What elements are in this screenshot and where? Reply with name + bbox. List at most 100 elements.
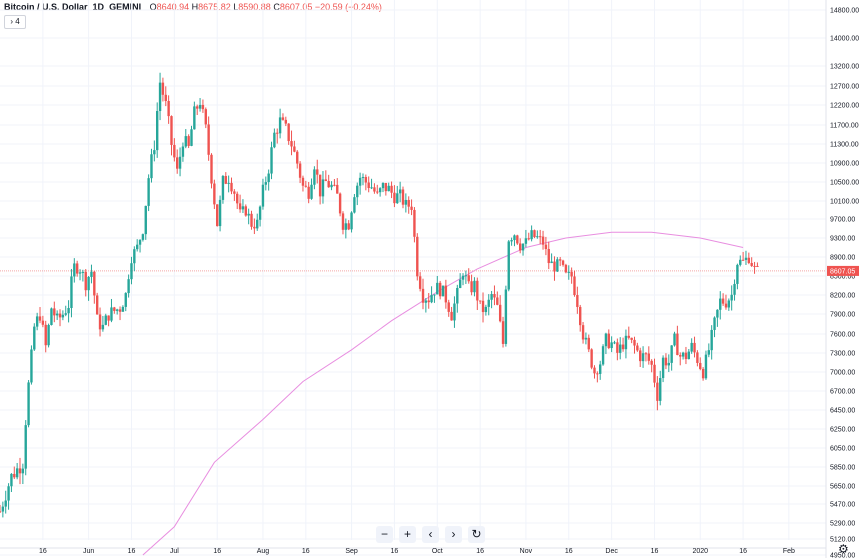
price-tick-label: 7600.00 bbox=[830, 332, 855, 339]
zoom-out-button[interactable]: − bbox=[376, 526, 393, 543]
candle bbox=[390, 181, 393, 199]
candle-body bbox=[21, 468, 25, 474]
candle bbox=[550, 253, 553, 264]
candle-body bbox=[681, 352, 685, 357]
candle-body bbox=[501, 321, 505, 344]
candle-body bbox=[338, 193, 342, 214]
candle bbox=[421, 278, 425, 310]
reset-chart-button[interactable]: ↻ bbox=[468, 526, 485, 543]
candle-body bbox=[716, 309, 719, 318]
candle bbox=[756, 262, 759, 267]
candle bbox=[558, 256, 562, 267]
price-tick-label: 8200.00 bbox=[830, 293, 855, 300]
candle-body bbox=[213, 183, 216, 205]
candle bbox=[358, 172, 362, 195]
candle-body bbox=[653, 364, 656, 383]
candle-body bbox=[324, 179, 328, 181]
candle-body bbox=[564, 264, 568, 273]
candle bbox=[161, 77, 165, 102]
candle-body bbox=[161, 82, 165, 95]
candle-body bbox=[616, 342, 619, 353]
candle bbox=[581, 321, 585, 344]
candle-body bbox=[218, 199, 222, 227]
candle-body bbox=[498, 304, 502, 322]
candle bbox=[553, 256, 556, 281]
candle bbox=[376, 184, 379, 195]
time-tick-label: 16 bbox=[476, 548, 484, 555]
candle-body bbox=[544, 244, 548, 250]
candle-body bbox=[344, 223, 348, 230]
candle-body bbox=[333, 184, 336, 186]
candle bbox=[576, 286, 579, 314]
settings-gear-icon[interactable]: ⚙ bbox=[838, 542, 849, 556]
candle-body bbox=[527, 238, 530, 240]
candle bbox=[730, 285, 733, 311]
candle-body bbox=[710, 329, 713, 351]
scroll-left-button[interactable]: ‹ bbox=[422, 526, 439, 543]
candle bbox=[124, 292, 127, 312]
candle bbox=[227, 175, 230, 193]
candle bbox=[230, 177, 233, 195]
candle-body bbox=[0, 511, 2, 513]
candle-body bbox=[679, 355, 682, 357]
candle-body bbox=[659, 378, 662, 401]
candle bbox=[427, 293, 430, 309]
candle-body bbox=[601, 346, 605, 365]
candle-body bbox=[310, 184, 313, 199]
candle bbox=[699, 357, 702, 371]
symbol-title[interactable]: Bitcoin / U.S. Dollar 1D GEMINI bbox=[4, 2, 142, 12]
candle-body bbox=[619, 344, 622, 353]
candle bbox=[341, 211, 345, 235]
candle-body bbox=[496, 297, 499, 305]
candle-body bbox=[356, 185, 359, 198]
ohlc-values: O8640.94 H8675.82 L8590.88 C8607.05 −20.… bbox=[149, 2, 382, 12]
candle-body bbox=[553, 261, 556, 272]
candle bbox=[313, 166, 316, 190]
candle bbox=[55, 310, 59, 320]
candle-body bbox=[396, 193, 399, 204]
candle-body bbox=[378, 188, 382, 193]
candle-body bbox=[507, 241, 510, 290]
price-tick-label: 14000.00 bbox=[830, 36, 859, 43]
candle bbox=[541, 230, 545, 250]
candle bbox=[473, 277, 476, 297]
candle-body bbox=[438, 282, 442, 297]
candle bbox=[624, 329, 628, 359]
price-tick-label: 12700.00 bbox=[830, 84, 859, 91]
candle bbox=[144, 205, 147, 240]
candle-body bbox=[750, 262, 753, 266]
time-tick-label: Jul bbox=[170, 548, 179, 555]
candle-body bbox=[550, 261, 553, 264]
time-tick-label: 16 bbox=[39, 548, 47, 555]
candle bbox=[304, 180, 308, 188]
candle bbox=[690, 338, 693, 354]
candle bbox=[293, 140, 296, 153]
candle-body bbox=[101, 324, 105, 330]
zoom-in-button[interactable]: + bbox=[399, 526, 416, 543]
price-tick-label: 10500.00 bbox=[830, 180, 859, 187]
candle-body bbox=[4, 500, 7, 507]
candle bbox=[41, 315, 45, 328]
price-tick-label: 11300.00 bbox=[830, 142, 859, 149]
candle bbox=[458, 273, 462, 289]
candle bbox=[15, 462, 19, 480]
candle-body bbox=[584, 337, 588, 340]
scroll-right-button[interactable]: › bbox=[445, 526, 462, 543]
candle bbox=[198, 98, 202, 112]
indicators-collapse-button[interactable]: › 4 bbox=[4, 15, 26, 29]
candle-body bbox=[113, 307, 116, 311]
candle-body bbox=[464, 275, 468, 277]
candle bbox=[404, 193, 408, 213]
candle bbox=[410, 199, 413, 216]
candle bbox=[267, 169, 270, 191]
candle-body bbox=[573, 276, 576, 296]
candle-body bbox=[98, 314, 102, 330]
candle bbox=[67, 300, 70, 323]
price-tick-label: 7000.00 bbox=[830, 370, 855, 377]
candle-body bbox=[353, 197, 356, 213]
candle-body bbox=[110, 307, 113, 321]
candle bbox=[713, 316, 716, 338]
candle-body bbox=[604, 333, 608, 347]
candle-body bbox=[364, 177, 368, 183]
